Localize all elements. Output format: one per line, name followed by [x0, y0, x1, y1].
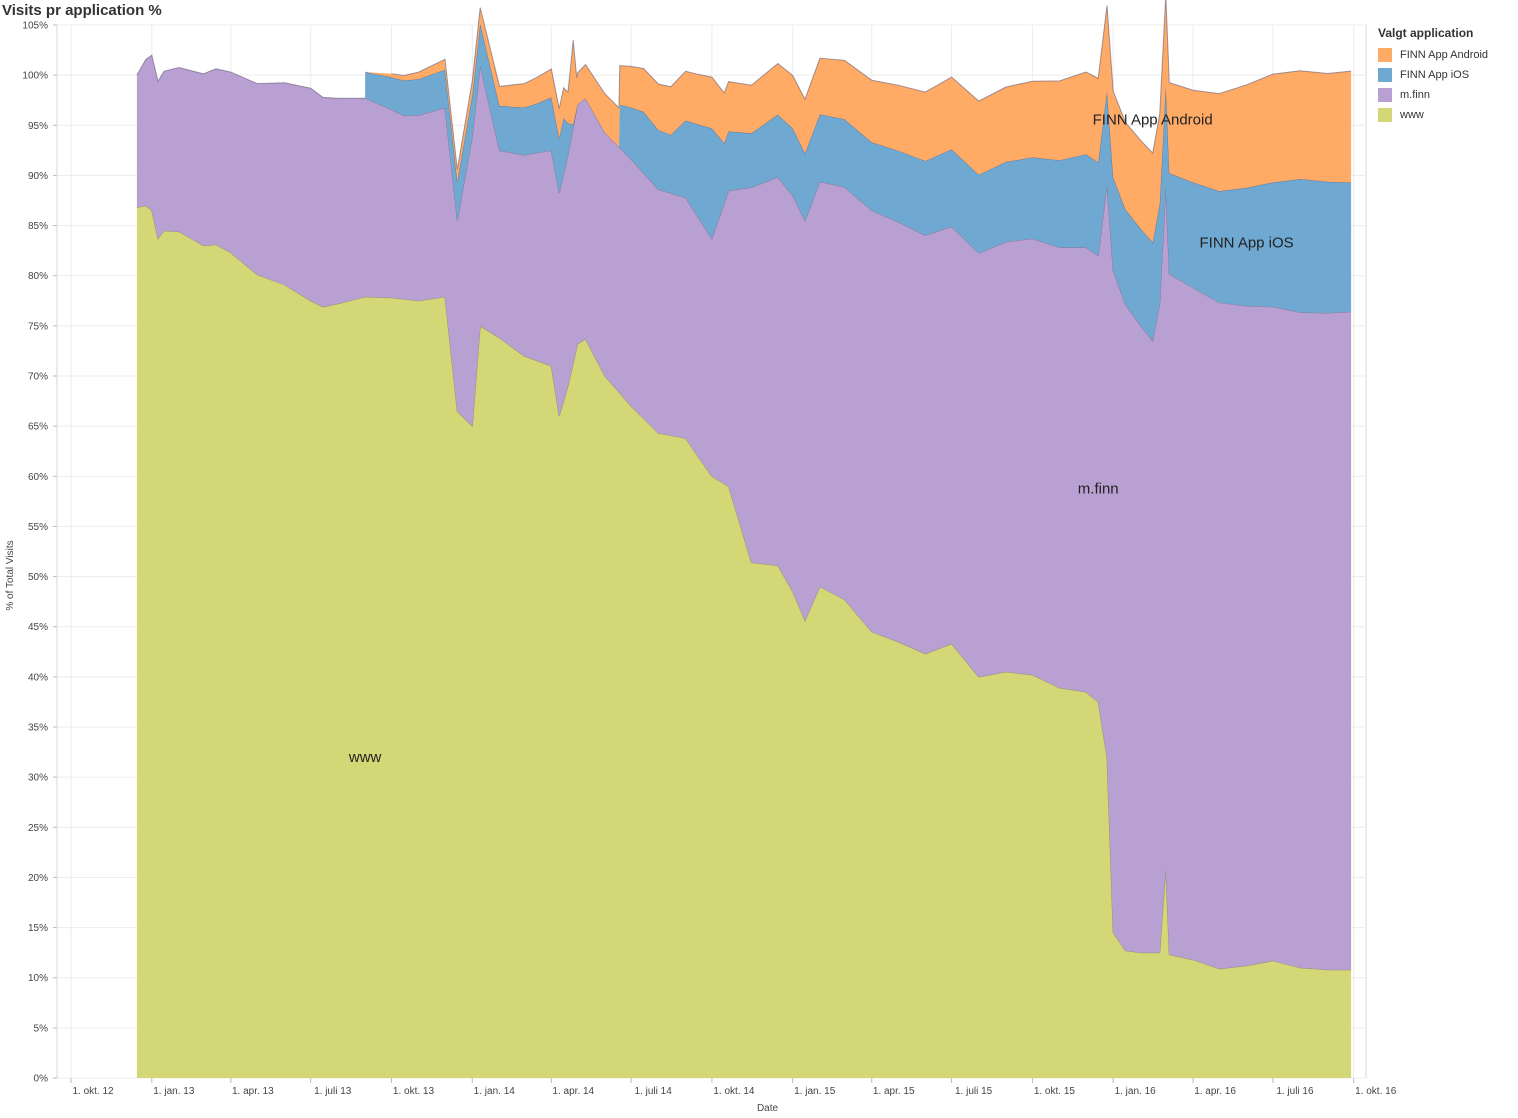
x-tick-label: 1. jan. 16 — [1115, 1086, 1157, 1097]
legend-item[interactable]: FINN App iOS — [1378, 65, 1488, 85]
x-tick-label: 1. jan. 14 — [474, 1086, 516, 1097]
y-tick-label: 5% — [34, 1023, 49, 1034]
y-tick-label: 80% — [28, 271, 48, 282]
legend-item[interactable]: m.finn — [1378, 85, 1488, 105]
y-tick-label: 95% — [28, 121, 48, 132]
y-tick-label: 100% — [22, 71, 48, 82]
legend-label: FINN App Android — [1400, 49, 1489, 61]
x-tick-label: 1. okt. 13 — [393, 1086, 435, 1097]
y-tick-label: 90% — [28, 171, 48, 182]
x-axis-title: Date — [757, 1103, 779, 1114]
line-finn-app-android — [391, 0, 1352, 170]
y-tick-label: 70% — [28, 372, 48, 383]
x-tick-label: 1. okt. 14 — [713, 1086, 755, 1097]
legend-label: m.finn — [1400, 89, 1430, 101]
x-tick-label: 1. apr. 14 — [552, 1086, 594, 1097]
x-tick-label: 1. okt. 12 — [72, 1086, 114, 1097]
y-tick-label: 65% — [28, 422, 48, 433]
legend-label: FINN App iOS — [1400, 69, 1470, 81]
y-tick-label: 60% — [28, 472, 48, 483]
annotation-label: m.finn — [1078, 480, 1119, 497]
y-tick-label: 20% — [28, 873, 48, 884]
y-tick-label: 25% — [28, 823, 48, 834]
x-tick-label: 1. juli 16 — [1276, 1086, 1314, 1097]
area-finn-app-android — [136, 0, 1352, 243]
x-tick-label: 1. okt. 16 — [1355, 1086, 1397, 1097]
x-tick-label: 1. apr. 13 — [232, 1086, 274, 1097]
y-tick-label: 105% — [22, 21, 48, 32]
annotation-label: www — [348, 749, 382, 766]
y-tick-label: 30% — [28, 773, 48, 784]
legend-swatch — [1378, 108, 1392, 122]
y-axis-title: % of Total Visits — [5, 540, 16, 610]
annotation-label: FINN App iOS — [1199, 235, 1293, 252]
chart-title: Visits pr application % — [2, 2, 162, 19]
y-tick-label: 0% — [34, 1074, 49, 1085]
legend-item[interactable]: FINN App Android — [1378, 45, 1488, 65]
x-tick-label: 1. jan. 13 — [153, 1086, 195, 1097]
y-tick-label: 15% — [28, 923, 48, 934]
annotation-label: FINN App Android — [1093, 111, 1213, 128]
area-www — [136, 205, 1352, 1078]
area-m-finn — [136, 55, 1352, 970]
legend-item[interactable]: www — [1378, 105, 1488, 125]
x-tick-label: 1. juli 14 — [635, 1086, 673, 1097]
y-tick-label: 85% — [28, 221, 48, 232]
y-tick-label: 45% — [28, 622, 48, 633]
area-finn-app-ios — [136, 23, 1352, 341]
legend: Valgt application FINN App Android FINN A… — [1378, 26, 1488, 125]
x-tick-label: 1. juli 15 — [955, 1086, 993, 1097]
legend-swatch — [1378, 48, 1392, 62]
x-tick-label: 1. apr. 16 — [1194, 1086, 1236, 1097]
legend-title: Valgt application — [1378, 26, 1474, 40]
legend-swatch — [1378, 68, 1392, 82]
x-tick-label: 1. juli 13 — [314, 1086, 352, 1097]
y-tick-label: 50% — [28, 572, 48, 583]
y-tick-label: 55% — [28, 522, 48, 533]
x-tick-label: 1. okt. 15 — [1034, 1086, 1076, 1097]
x-tick-label: 1. jan. 15 — [794, 1086, 836, 1097]
y-tick-label: 10% — [28, 973, 48, 984]
legend-label: www — [1400, 109, 1424, 121]
y-tick-label: 35% — [28, 723, 48, 734]
legend-swatch — [1378, 88, 1392, 102]
y-tick-label: 75% — [28, 321, 48, 332]
x-tick-label: 1. apr. 15 — [873, 1086, 915, 1097]
y-tick-label: 40% — [28, 672, 48, 683]
